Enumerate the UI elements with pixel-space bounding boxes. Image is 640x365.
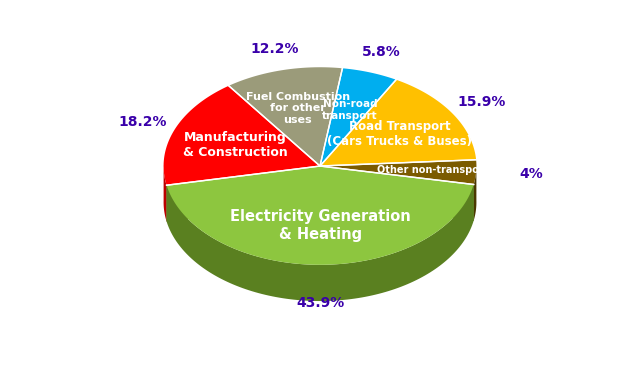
Polygon shape — [166, 166, 320, 222]
Text: Non-road
transport: Non-road transport — [323, 99, 378, 121]
Polygon shape — [474, 164, 476, 221]
Polygon shape — [320, 160, 476, 184]
Text: Fuel Combustion
for other
uses: Fuel Combustion for other uses — [246, 92, 350, 125]
Text: Road Transport
(Cars Trucks & Buses): Road Transport (Cars Trucks & Buses) — [327, 120, 472, 149]
Polygon shape — [320, 166, 474, 221]
Polygon shape — [166, 166, 474, 265]
Polygon shape — [320, 80, 476, 166]
Text: 5.8%: 5.8% — [362, 45, 401, 59]
Polygon shape — [166, 166, 320, 222]
Text: 43.9%: 43.9% — [296, 296, 345, 310]
Polygon shape — [166, 184, 474, 301]
Polygon shape — [164, 165, 166, 222]
Text: Other non-transport: Other non-transport — [377, 165, 488, 176]
Text: Manufacturing
& Construction: Manufacturing & Construction — [183, 131, 288, 159]
Polygon shape — [320, 166, 474, 221]
Text: 4%: 4% — [519, 167, 543, 181]
Text: Electricity Generation
& Heating: Electricity Generation & Heating — [230, 209, 411, 242]
Polygon shape — [164, 86, 320, 185]
Polygon shape — [320, 68, 396, 166]
Text: 18.2%: 18.2% — [118, 115, 167, 129]
Polygon shape — [228, 67, 342, 166]
Text: 12.2%: 12.2% — [250, 42, 299, 56]
Text: 15.9%: 15.9% — [457, 95, 506, 109]
